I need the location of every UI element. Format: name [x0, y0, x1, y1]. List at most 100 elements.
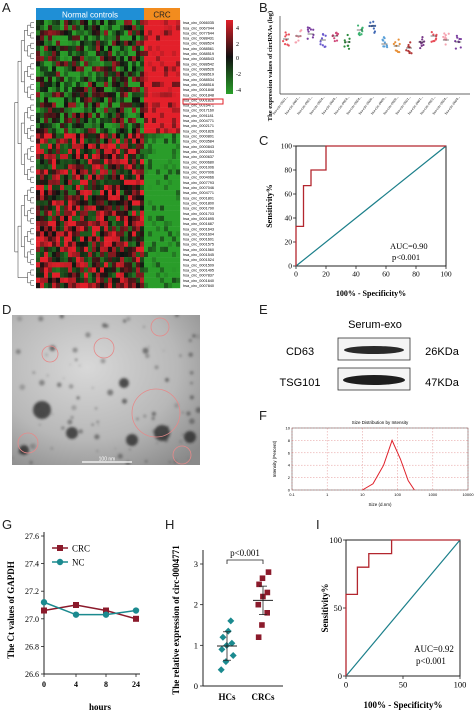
heatmap-cell: [96, 195, 101, 201]
heatmap-cell: [64, 267, 69, 273]
dendrogram-branch: [30, 125, 34, 132]
heatmap-cell: [44, 195, 49, 201]
heatmap-cell: [48, 154, 53, 160]
heatmap-cell: [92, 81, 97, 88]
scale-label: 100 nm: [99, 457, 116, 463]
b-dot: [306, 26, 309, 29]
heatmap-cell: [92, 102, 97, 108]
heatmap-cell: [44, 61, 49, 67]
heatmap-cell: [80, 200, 85, 206]
heatmap-cell: [168, 87, 173, 93]
heatmap-cell: [92, 195, 97, 201]
heatmap-cell: [56, 169, 61, 175]
heatmap-cell: [156, 200, 161, 206]
heatmap-cell: [116, 251, 121, 258]
heatmap-cell: [72, 200, 77, 206]
heatmap-cell: [176, 112, 181, 119]
heatmap-cell: [76, 133, 81, 139]
heatmap-cell: [72, 190, 77, 196]
heatmap-cell: [164, 267, 169, 273]
heatmap-cell: [172, 117, 177, 124]
heatmap-cell: [48, 231, 53, 237]
heatmap-cell: [164, 20, 169, 26]
heatmap-cell: [80, 56, 85, 62]
heatmap-cell: [80, 107, 85, 113]
h-dot-crc: [256, 581, 262, 588]
heatmap-cell: [120, 117, 125, 124]
heatmap-cell: [176, 200, 181, 206]
heatmap-cell: [140, 56, 145, 62]
heatmap-cell: [148, 97, 153, 103]
heatmap-cell: [72, 76, 77, 83]
heatmap-cell: [56, 282, 61, 289]
heatmap-cell: [76, 179, 81, 186]
i-roc-line: [345, 539, 460, 676]
heatmap-cell: [116, 92, 121, 98]
heatmap-cell: [52, 50, 57, 57]
heatmap-cell: [96, 61, 101, 67]
heatmap-cell: [76, 66, 81, 72]
heatmap-cell: [120, 210, 125, 217]
heatmap-cell: [88, 200, 93, 206]
heatmap-cell: [104, 164, 109, 170]
heatmap-cell: [68, 138, 73, 144]
heatmap-cell: [56, 20, 61, 26]
heatmap-cell: [104, 40, 109, 46]
heatmap-cell: [152, 45, 157, 52]
heatmap-cell: [128, 200, 133, 206]
heatmap-cell: [60, 138, 65, 144]
heatmap-cell: [116, 123, 121, 129]
heatmap-cell: [168, 184, 173, 191]
heatmap-cell: [104, 128, 109, 134]
heatmap-cell: [156, 190, 161, 196]
heatmap-cell: [120, 174, 125, 180]
heatmap-cell: [160, 81, 165, 88]
heatmap-cell: [52, 184, 57, 191]
heatmap-cell: [148, 257, 153, 263]
heatmap-cell: [72, 195, 77, 201]
i-reference-line: [345, 539, 461, 677]
heatmap-cell: [116, 25, 121, 31]
heatmap-cell: [112, 210, 117, 217]
heatmap-cell: [80, 221, 85, 227]
heatmap-cell: [56, 241, 61, 247]
heatmap-cell: [72, 184, 77, 191]
dendrogram-branch: [24, 30, 28, 52]
heatmap-cell: [168, 179, 173, 186]
heatmap-cell: [72, 215, 77, 222]
e-row-size: 47KDa: [425, 377, 460, 389]
heatmap-cell: [96, 159, 101, 165]
heatmap-cell: [152, 195, 157, 201]
heatmap-cell: [48, 61, 53, 67]
heatmap-cell: [92, 190, 97, 196]
dendrogram-branch: [30, 259, 34, 266]
heatmap-cell: [104, 112, 109, 119]
heatmap-cell: [84, 102, 89, 108]
heatmap-cell: [84, 154, 89, 160]
b-dot: [392, 42, 395, 46]
heatmap-cell: [88, 71, 93, 77]
heatmap-cell: [176, 174, 181, 180]
heatmap-cell: [148, 66, 153, 72]
heatmap-cell: [96, 76, 101, 83]
vesicle-circle: [172, 445, 192, 465]
heatmap-cell: [136, 184, 141, 191]
heatmap-cell: [52, 87, 57, 93]
heatmap-cell: [128, 20, 133, 26]
heatmap-cell: [96, 164, 101, 170]
heatmap-cell: [84, 117, 89, 124]
heatmap-cell: [52, 169, 57, 175]
heatmap-cell: [64, 133, 69, 139]
tem-aggregate: [33, 401, 51, 419]
heatmap-cell: [124, 241, 129, 247]
heatmap-cell: [140, 66, 145, 72]
heatmap-cell: [40, 40, 45, 46]
heatmap-cell: [40, 282, 45, 289]
heatmap-cell: [40, 184, 45, 191]
heatmap-cell: [120, 267, 125, 273]
heatmap-cell: [124, 267, 129, 273]
heatmap-cell: [60, 231, 65, 237]
heatmap-cell: [48, 221, 53, 227]
tem-particle: [101, 323, 107, 328]
heatmap-cell: [156, 87, 161, 93]
